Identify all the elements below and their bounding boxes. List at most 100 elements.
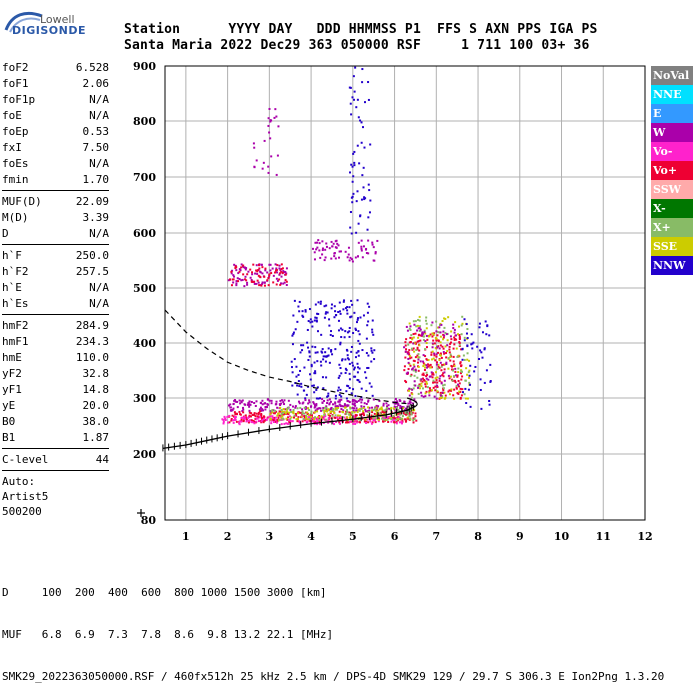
echo-point	[253, 420, 256, 423]
echo-point	[291, 384, 294, 387]
echo-point	[287, 399, 290, 402]
echo-point	[338, 399, 341, 402]
param-name: hmF1	[2, 335, 29, 348]
echo-point	[352, 192, 355, 195]
echo-point	[332, 242, 335, 245]
echo-point	[239, 413, 242, 416]
echo-point	[230, 409, 233, 412]
echo-point	[313, 319, 316, 322]
echo-point	[350, 232, 353, 235]
param-value: 6.528	[75, 61, 109, 74]
echo-point	[393, 407, 396, 410]
echo-point	[374, 251, 377, 254]
echo-point	[355, 409, 358, 412]
echo-point	[428, 387, 431, 390]
echo-point	[257, 281, 260, 284]
param-row-hes: h`Es N/A	[2, 296, 109, 312]
echo-point	[354, 404, 357, 407]
echo-point	[465, 402, 468, 405]
echo-point	[347, 385, 350, 388]
echo-point	[404, 420, 407, 423]
echo-point	[341, 420, 344, 423]
echo-point	[382, 417, 385, 420]
echo-point	[435, 397, 438, 400]
echo-point	[301, 410, 304, 413]
echo-point	[279, 410, 282, 413]
echo-point	[441, 391, 444, 394]
echo-point	[404, 418, 407, 421]
legend-item-vo: Vo+	[651, 161, 693, 180]
echo-point	[343, 416, 346, 419]
echo-point	[305, 414, 308, 417]
echo-point	[366, 366, 369, 369]
echo-point	[390, 418, 393, 421]
echo-point	[424, 395, 427, 398]
echo-point	[360, 249, 363, 252]
echo-point	[241, 410, 244, 413]
echo-point	[442, 351, 445, 354]
echo-point	[470, 333, 473, 336]
echo-point	[429, 366, 432, 369]
echo-point	[346, 256, 349, 259]
echo-point	[348, 416, 351, 419]
echo-point	[469, 383, 472, 386]
echo-point	[341, 328, 344, 331]
echo-point	[280, 270, 283, 273]
echo-point	[401, 415, 404, 418]
echo-point	[343, 299, 346, 302]
echo-point	[249, 419, 252, 422]
echo-point	[250, 412, 253, 415]
echo-point	[304, 399, 307, 402]
echo-point	[425, 364, 428, 367]
echo-point	[435, 355, 438, 358]
echo-point	[456, 374, 459, 377]
echo-point	[246, 403, 249, 406]
echo-point	[428, 375, 431, 378]
echo-point	[450, 341, 453, 344]
echo-point	[315, 397, 318, 400]
echo-point	[314, 416, 317, 419]
echo-point	[334, 414, 337, 417]
echo-point	[332, 403, 335, 406]
echo-point	[355, 351, 358, 354]
echo-point	[454, 321, 457, 324]
param-name: C-level	[2, 453, 49, 466]
param-value: 0.53	[82, 125, 110, 138]
echo-point	[459, 372, 462, 375]
echo-point	[365, 376, 368, 379]
echo-point	[421, 387, 424, 390]
echo-point	[363, 405, 366, 408]
echo-point	[435, 330, 438, 333]
echo-point	[297, 380, 300, 383]
echo-point	[341, 416, 344, 419]
echo-point	[311, 384, 314, 387]
echo-point	[434, 389, 437, 392]
echo-point	[422, 338, 425, 341]
echo-point	[306, 328, 309, 331]
echo-point	[408, 394, 411, 397]
echo-point	[264, 269, 267, 272]
echo-point	[266, 417, 269, 420]
echo-point	[325, 406, 328, 409]
param-row-ye: yE 20.0	[2, 398, 109, 414]
echo-point	[382, 402, 385, 405]
param-name: yE	[2, 399, 16, 412]
echo-point	[452, 347, 455, 350]
echo-point	[463, 339, 466, 342]
echo-point	[337, 407, 340, 410]
echo-point	[443, 379, 446, 382]
echo-point	[346, 312, 349, 315]
echo-point	[356, 420, 359, 423]
echo-point	[443, 352, 446, 355]
echo-point	[427, 335, 430, 338]
echo-point	[347, 421, 350, 424]
echo-point	[431, 342, 434, 345]
echo-point	[240, 279, 243, 282]
echo-point	[351, 406, 354, 409]
echo-point	[311, 247, 314, 250]
echo-point	[363, 414, 366, 417]
echo-point	[363, 198, 366, 201]
echo-point	[460, 378, 463, 381]
echo-point	[278, 419, 281, 422]
echo-point	[453, 364, 456, 367]
